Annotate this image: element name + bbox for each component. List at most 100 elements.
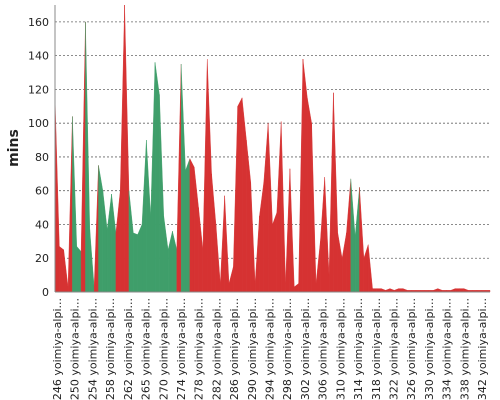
- area-segment-35: [207, 59, 212, 293]
- x-tick-label-14: #302 yoimiya-alpi...: [299, 298, 312, 400]
- area-segment-32: [193, 167, 199, 293]
- area-segment-55: [294, 283, 299, 293]
- x-tick-label-10: #286 yoimiya-alpi...: [228, 298, 241, 400]
- area-segment-19: [137, 224, 143, 293]
- area-segment-45: [250, 182, 256, 293]
- x-tick-label-6: #270 yoimiya-alpi...: [157, 298, 170, 400]
- area-segment-50: [272, 212, 278, 293]
- x-tick-label-24: #342 yoimiya-alpi...: [476, 298, 489, 400]
- x-tick-label-2: #254 yoimiya-alpi...: [86, 298, 99, 400]
- area-segment-22: [150, 62, 156, 293]
- area-segment-64: [333, 92, 338, 293]
- y-tick-label-40: 40: [35, 218, 49, 231]
- area-segment-60: [315, 241, 321, 293]
- area-segment-48: [263, 123, 269, 293]
- area-segment-12: [106, 194, 112, 293]
- area-segment-16: [124, 4, 130, 293]
- x-tick-label-23: #338 yoimiya-alpi...: [458, 298, 471, 400]
- area-segment-39: [224, 195, 230, 293]
- area-segment-23: [154, 62, 160, 293]
- y-tick-label-20: 20: [35, 252, 49, 265]
- x-tick-label-22: #334 yoimiya-alpi...: [441, 298, 454, 400]
- area-segment-53: [285, 168, 291, 293]
- area-segment-38: [220, 195, 225, 293]
- area-segment-28: [176, 64, 182, 293]
- x-tick-label-18: #318 yoimiya-alpi...: [370, 298, 383, 400]
- area-segment-24: [159, 94, 164, 293]
- area-segment-72: [368, 244, 373, 293]
- x-tick-label-7: #274 yoimiya-alpi...: [175, 298, 188, 400]
- area-segment-2: [63, 249, 69, 293]
- area-segment-33: [198, 207, 204, 293]
- area-segment-78: [394, 288, 399, 293]
- area-segment-52: [281, 121, 286, 293]
- area-segment-59: [311, 123, 317, 293]
- y-tick-label-120: 120: [28, 83, 49, 96]
- area-segment-26: [167, 231, 173, 293]
- area-segment-63: [328, 92, 334, 293]
- y-tick-label-140: 140: [28, 50, 49, 63]
- x-tick-labels: #246 yoimiya-alpi... #250 yoimiya-alpi...…: [51, 298, 489, 400]
- x-tick-label-8: #278 yoimiya-alpi...: [193, 298, 206, 400]
- area-segment-88: [437, 288, 443, 293]
- area-segment-20: [141, 140, 147, 293]
- area-segment-94: [463, 288, 469, 293]
- area-segment-4: [72, 116, 77, 293]
- area-segment-17: [128, 190, 134, 293]
- x-tick-label-0: #246 yoimiya-alpi...: [51, 298, 64, 400]
- area-segment-11: [102, 190, 108, 293]
- area-segment-18: [133, 232, 138, 293]
- duration-area-series: [54, 4, 491, 293]
- area-segment-30: [185, 158, 191, 293]
- area-segment-36: [211, 173, 217, 293]
- area-segment-1: [59, 246, 64, 293]
- area-segment-3: [67, 116, 73, 293]
- area-segment-73: [372, 288, 378, 293]
- area-segment-14: [115, 190, 121, 293]
- area-segment-62: [324, 177, 330, 293]
- area-segment-0: [54, 96, 60, 293]
- area-segment-21: [146, 140, 151, 293]
- area-segment-43: [241, 97, 247, 293]
- area-segment-27: [172, 231, 178, 293]
- x-tick-label-9: #282 yoimiya-alpi...: [210, 298, 223, 400]
- x-tick-label-1: #250 yoimiya-alpi...: [69, 298, 82, 400]
- area-segment-54: [289, 168, 295, 293]
- area-segment-8: [89, 229, 95, 293]
- x-tick-label-12: #294 yoimiya-alpi...: [264, 298, 277, 400]
- y-tick-label-80: 80: [35, 151, 49, 164]
- x-tick-label-17: #314 yoimiya-alpi...: [352, 298, 365, 400]
- area-segment-74: [376, 288, 382, 293]
- axes: [54, 5, 490, 293]
- area-segment-68: [350, 178, 356, 293]
- area-segment-70: [359, 187, 365, 293]
- y-tick-label-100: 100: [28, 117, 49, 130]
- area-segment-42: [237, 97, 243, 293]
- y-tick-label-60: 60: [35, 185, 49, 198]
- area-segment-29: [180, 64, 186, 293]
- area-segment-49: [267, 123, 273, 293]
- area-segment-5: [76, 245, 82, 293]
- area-segment-44: [246, 140, 251, 293]
- area-segment-87: [433, 288, 438, 293]
- y-axis-label: mins: [6, 129, 22, 167]
- area-segment-67: [346, 178, 351, 293]
- area-segment-47: [259, 182, 264, 293]
- area-segment-77: [389, 288, 395, 293]
- x-tick-label-13: #298 yoimiya-alpi...: [281, 298, 294, 400]
- area-segment-7: [85, 21, 91, 293]
- area-segment-10: [98, 165, 104, 293]
- area-segment-58: [307, 97, 312, 293]
- y-tick-label-0: 0: [42, 286, 49, 299]
- area-segment-91: [450, 288, 456, 293]
- x-tick-label-15: #306 yoimiya-alpi...: [317, 298, 330, 400]
- area-segment-25: [163, 216, 169, 293]
- area-segment-15: [120, 4, 125, 293]
- x-tick-label-19: #322 yoimiya-alpi...: [388, 298, 401, 400]
- area-segment-34: [202, 59, 208, 293]
- area-segment-75: [381, 288, 386, 293]
- area-segment-65: [337, 232, 343, 293]
- area-segment-57: [302, 59, 308, 293]
- x-tick-label-20: #326 yoimiya-alpi...: [405, 298, 418, 400]
